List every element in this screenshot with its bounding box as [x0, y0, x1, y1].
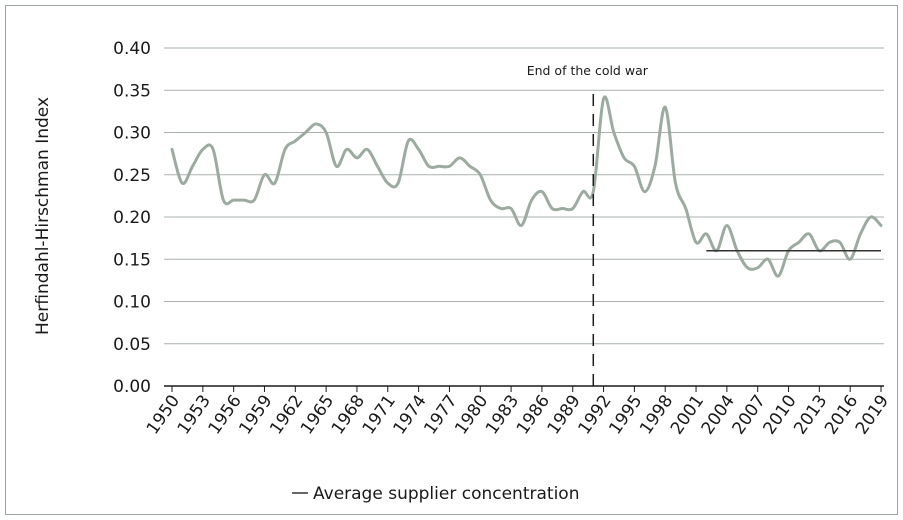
gridlines	[164, 47, 884, 345]
y-tick-label: 0.20	[113, 208, 151, 228]
x-tick-label: 1953	[174, 391, 215, 438]
x-axis-ticks: 1950195319561959196219651968197119741977…	[143, 386, 893, 438]
x-tick-label: 1971	[359, 391, 400, 438]
x-tick-label: 2001	[667, 391, 708, 438]
y-tick-label: 0.05	[113, 335, 151, 355]
legend: Average supplier concentration	[292, 484, 579, 504]
y-tick-label: 0.35	[113, 81, 151, 101]
x-tick-label: 1998	[636, 391, 677, 438]
x-tick-label: 1980	[451, 391, 492, 438]
x-tick-label: 2019	[852, 391, 893, 438]
x-tick-label: 1962	[266, 391, 307, 438]
x-tick-label: 1989	[544, 391, 585, 438]
legend-label-average: Average supplier concentration	[313, 484, 579, 504]
y-tick-label: 0.00	[113, 377, 151, 397]
y-axis-ticks: 0.00 0.05 0.10 0.15 0.20 0.25 0.30 0.35 0.40	[113, 39, 151, 397]
x-tick-label: 1965	[297, 391, 338, 438]
x-tick-label: 1956	[205, 391, 246, 438]
x-tick-label: 1995	[605, 391, 646, 438]
series-hhi-line	[170, 95, 883, 278]
x-tick-label: 2016	[821, 391, 862, 438]
y-axis-label: Herfindahl-Hirschman Index	[33, 97, 53, 335]
line-chart: 0.00 0.05 0.10 0.15 0.20 0.25 0.30 0.35 0.40 195…	[33, 39, 893, 504]
chart-frame: 0.00 0.05 0.10 0.15 0.20 0.25 0.30 0.35 0.40 195…	[5, 5, 898, 515]
x-tick-label: 1950	[143, 391, 184, 438]
cold-war-annotation: End of the cold war	[527, 63, 649, 78]
x-tick-label: 1986	[513, 391, 554, 438]
y-tick-label: 0.10	[113, 293, 151, 313]
x-tick-label: 1992	[574, 391, 615, 438]
y-tick-label: 0.15	[113, 250, 151, 270]
x-tick-label: 1959	[235, 391, 276, 438]
y-tick-label: 0.25	[113, 166, 151, 186]
x-tick-label: 1968	[328, 391, 369, 438]
series-layer	[170, 95, 883, 278]
x-tick-label: 2004	[698, 391, 739, 438]
y-tick-label: 0.30	[113, 124, 151, 144]
x-tick-label: 1983	[482, 391, 523, 438]
x-tick-label: 1977	[420, 391, 461, 438]
x-tick-label: 1974	[390, 391, 431, 438]
y-tick-label: 0.40	[113, 39, 151, 59]
x-tick-label: 2010	[759, 391, 800, 438]
x-tick-label: 2013	[790, 391, 831, 438]
x-tick-label: 2007	[729, 391, 770, 438]
